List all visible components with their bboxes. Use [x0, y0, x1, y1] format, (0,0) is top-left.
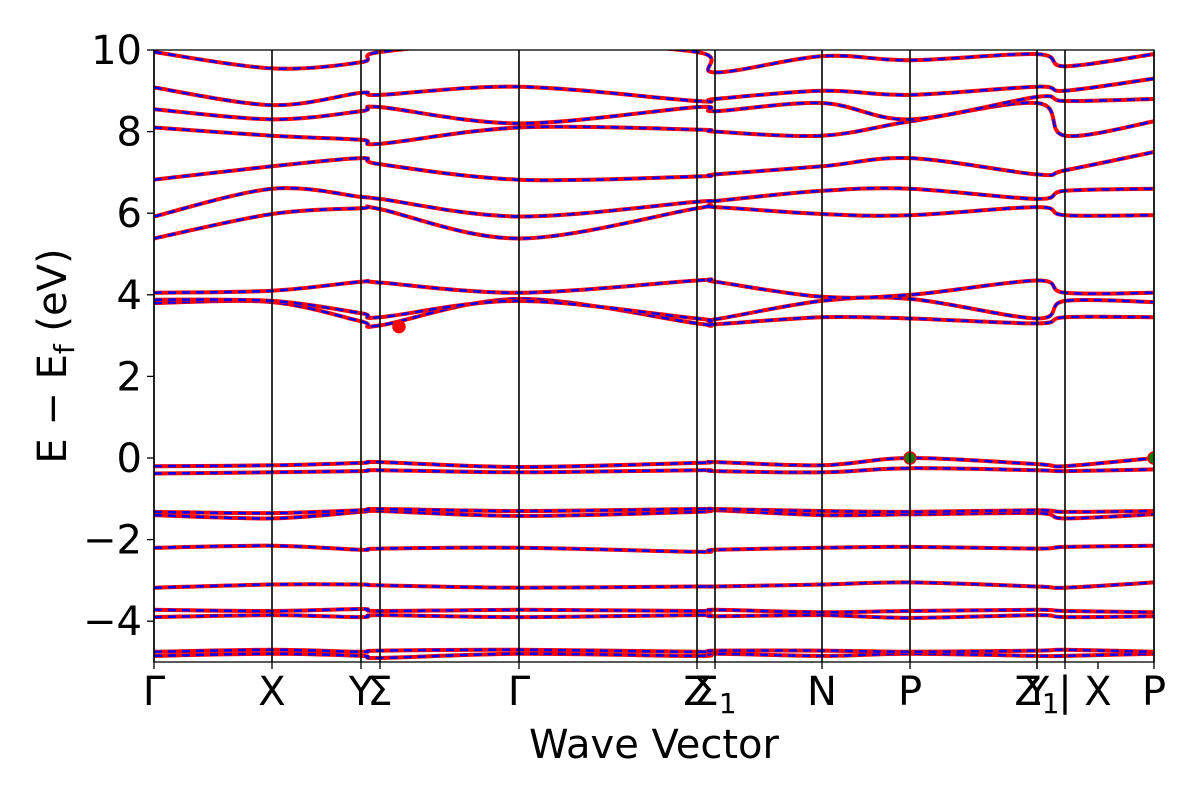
band-13	[154, 277, 1154, 300]
x-tick-label-14: P	[1142, 669, 1166, 715]
band-14-spin-down	[154, 204, 1154, 240]
plot-area	[154, 50, 1154, 660]
band-20-spin-up	[154, 50, 1154, 75]
band-16	[154, 150, 1154, 183]
y-axis-label-main: E − E	[30, 354, 76, 464]
extremum-marker-3	[1147, 451, 1154, 465]
extremum-marker-1	[392, 319, 406, 334]
x-tick-label-11: Z1	[1014, 669, 1059, 720]
y-tick-label-2: −2	[83, 518, 142, 564]
band-16-spin-up	[154, 150, 1154, 183]
band-16-spin-down	[154, 150, 1154, 182]
band-15-spin-down	[154, 186, 1154, 218]
band-14-spin-up	[154, 203, 1154, 241]
band-5-spin-down	[154, 581, 1154, 590]
band-2-spin-down	[154, 648, 1154, 654]
y-tick-label-7: 8	[117, 110, 142, 156]
band-3-spin-down	[154, 613, 1154, 620]
band-10-spin-down	[154, 456, 1154, 469]
band-19	[154, 76, 1154, 108]
band-4-spin-down	[154, 607, 1154, 614]
band-8	[154, 506, 1154, 516]
y-axis-label: E − Ef (eV)	[30, 248, 81, 463]
band-19-spin-down	[154, 77, 1154, 107]
band-17	[154, 100, 1154, 147]
markers-layer	[392, 319, 1154, 465]
band-6-spin-down	[154, 544, 1154, 554]
x-tick-label-13: X	[1084, 669, 1111, 715]
band-9-spin-down	[154, 466, 1154, 475]
y-axis-label-unit: (eV)	[30, 248, 76, 344]
band-3	[154, 613, 1154, 620]
band-1-spin-down	[154, 652, 1154, 660]
band-2	[154, 647, 1154, 654]
y-tick-label-4: 2	[117, 354, 142, 400]
band-1	[154, 651, 1154, 660]
x-tick-label-5: Γ	[508, 669, 531, 715]
x-tick-label-4: Σ	[367, 669, 392, 715]
x-tick-label-12: |	[1058, 669, 1071, 715]
x-axis-ticks: Γ X YΣ Γ ZΣ1 N P YZ1| X P	[143, 662, 1166, 720]
band-8-spin-down	[154, 507, 1154, 515]
band-11-spin-down	[154, 297, 1154, 329]
band-6	[154, 543, 1154, 554]
y-tick-label-3: 0	[117, 436, 142, 482]
y-tick-label-6: 6	[117, 191, 142, 237]
band-11	[154, 296, 1154, 329]
x-axis-label: Wave Vector	[529, 722, 780, 768]
plot-frame	[153, 49, 1155, 663]
bands-layer	[154, 50, 1154, 660]
band-9	[154, 466, 1154, 476]
band-14	[154, 203, 1154, 241]
y-tick-label-1: −4	[83, 599, 142, 645]
x-tick-label-1: Γ	[143, 669, 166, 715]
band-13-spin-down	[154, 278, 1154, 300]
y-axis-ticks: −4 −2 0 2 4 6 8 10	[83, 28, 154, 645]
x-tick-label-6: Z	[683, 669, 710, 715]
y-tick-label-5: 4	[117, 273, 142, 319]
high-symmetry-lines	[153, 50, 1155, 662]
band-10	[154, 455, 1154, 470]
x-tick-label-8: N	[807, 669, 837, 715]
band-20	[154, 50, 1154, 75]
x-tick-label-7: Σ1	[693, 669, 736, 720]
x-tick-label-2: X	[258, 669, 285, 715]
band-5	[154, 580, 1154, 590]
band-15	[154, 186, 1154, 219]
band-18-spin-up	[154, 94, 1154, 126]
y-axis-label-sub: f	[48, 343, 81, 354]
band-4	[154, 606, 1154, 615]
y-tick-label-8: 10	[91, 28, 142, 74]
x-tick-label-3: Y	[348, 669, 374, 715]
x-tick-label-9: P	[898, 669, 922, 715]
band-18	[154, 94, 1154, 126]
band-17-spin-up	[154, 100, 1154, 147]
band-13-spin-up	[154, 277, 1154, 300]
x-tick-label-10: Y	[1024, 669, 1050, 715]
